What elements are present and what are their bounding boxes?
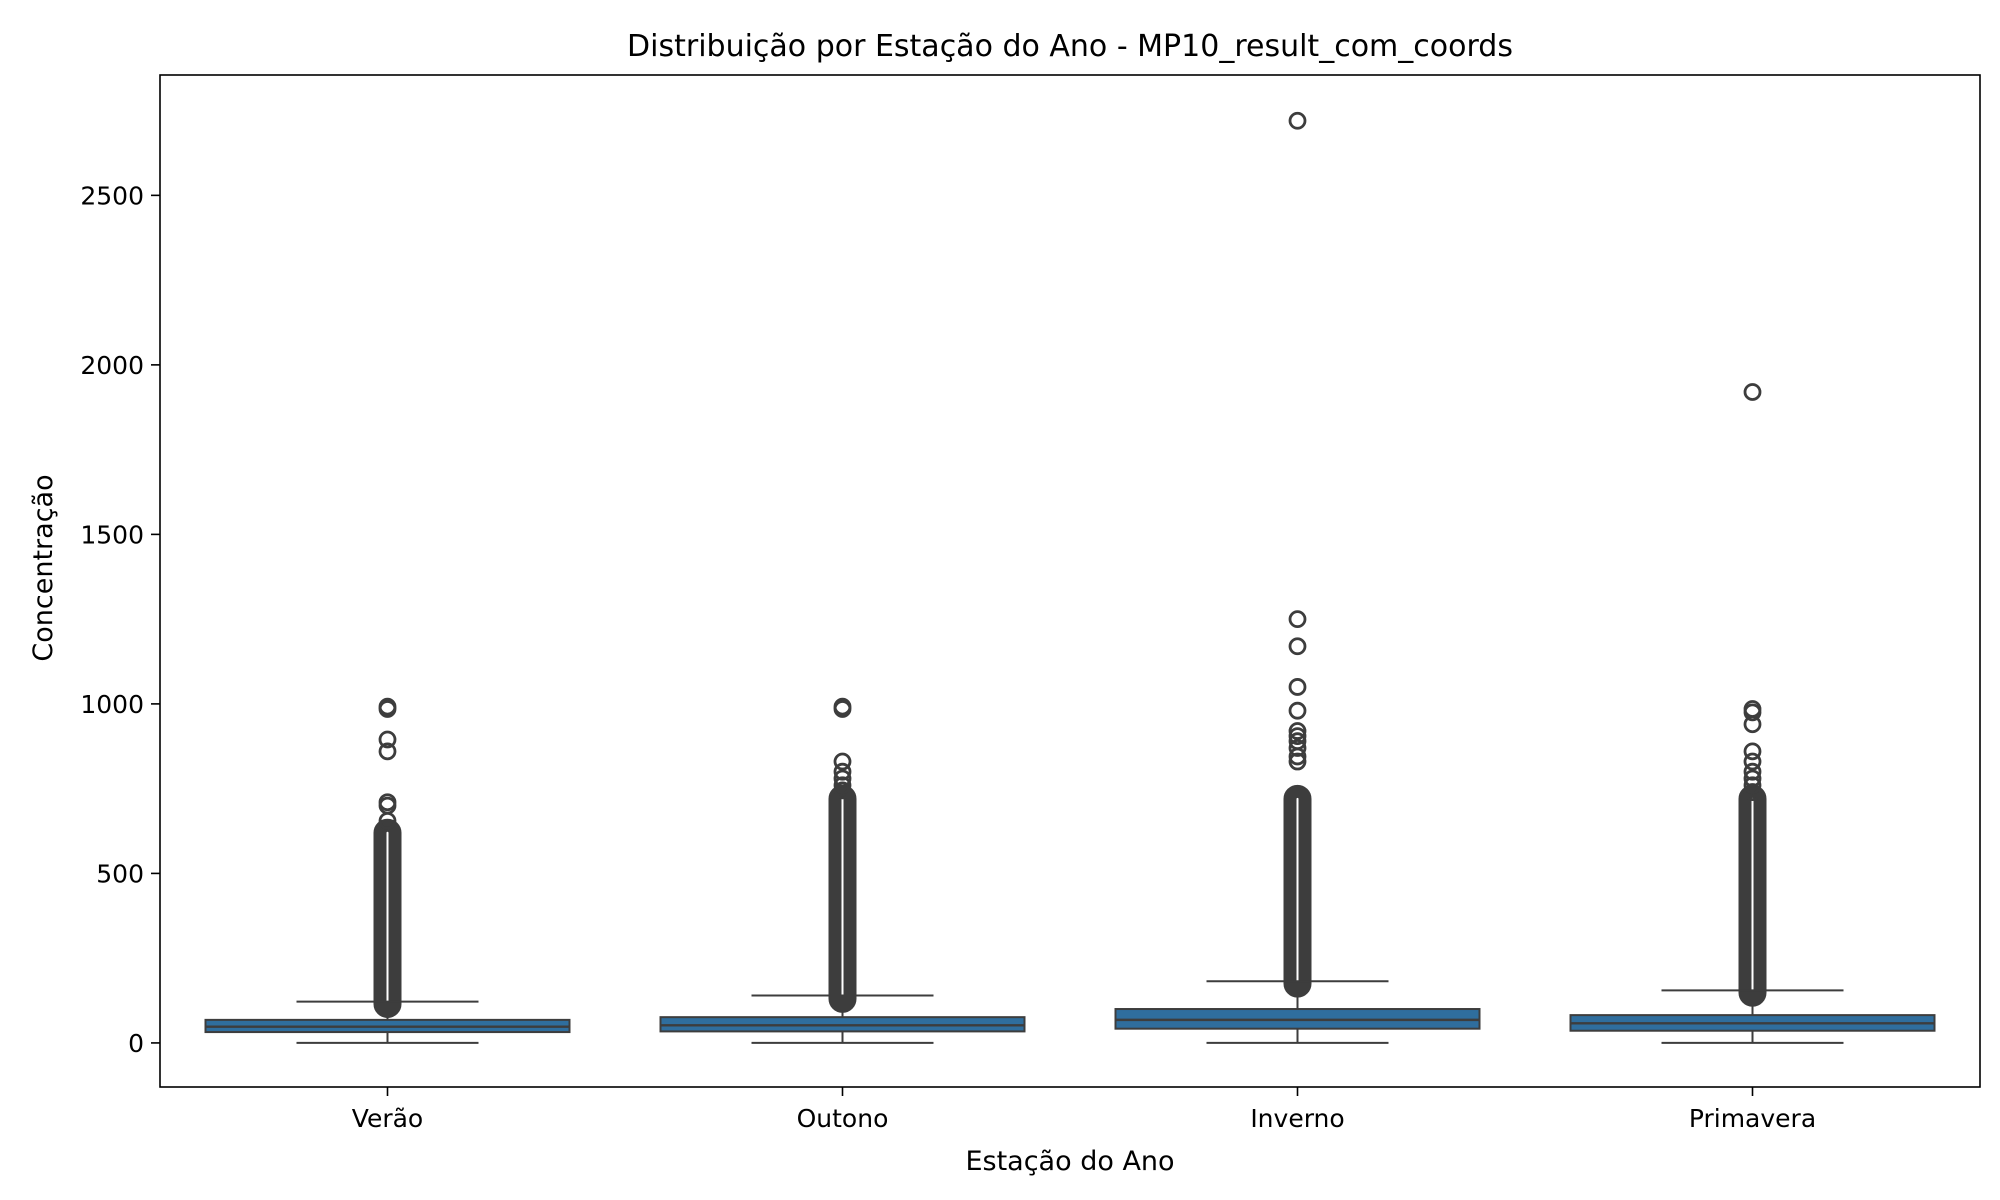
y-tick-label: 1000 xyxy=(80,690,144,719)
outlier-point xyxy=(1288,722,1307,740)
outlier-point xyxy=(833,697,852,716)
outlier-point xyxy=(833,776,852,795)
outlier-cluster xyxy=(373,818,402,1018)
outlier-point xyxy=(1288,111,1307,130)
outlier-cluster xyxy=(1738,784,1767,1007)
outlier-point xyxy=(833,752,852,771)
outlier-point xyxy=(833,781,852,800)
outlier-cluster xyxy=(828,784,857,1013)
outlier-cluster xyxy=(1283,784,1312,998)
x-tick-label: Inverno xyxy=(1250,1104,1344,1133)
y-tick-label: 0 xyxy=(128,1029,144,1058)
outlier-point xyxy=(1288,678,1307,696)
x-tick-label: Verão xyxy=(352,1104,423,1133)
plot-area xyxy=(204,111,1936,1044)
plot-frame xyxy=(159,74,1981,1088)
outlier-point xyxy=(1743,769,1762,788)
outlier-point xyxy=(1743,700,1762,718)
outlier-point xyxy=(1288,610,1307,629)
outlier-point xyxy=(1743,742,1762,761)
chart-title: Distribuição por Estação do Ano - MP10_r… xyxy=(627,29,1513,64)
outlier-point xyxy=(378,742,397,761)
outlier-point xyxy=(1743,383,1762,401)
outlier-point xyxy=(1288,739,1307,757)
outlier-point xyxy=(1288,752,1307,771)
box-group xyxy=(1114,111,1481,1044)
outlier-point xyxy=(1288,732,1307,751)
outlier-point xyxy=(833,762,852,781)
outlier-point xyxy=(378,793,397,812)
outlier-point xyxy=(1743,783,1762,801)
outlier-point xyxy=(1288,701,1307,720)
x-axis-label: Estação do Ano xyxy=(965,1146,1174,1177)
y-axis-label: Concentração xyxy=(28,474,59,661)
outlier-point xyxy=(378,697,397,716)
box-group xyxy=(204,697,571,1044)
x-tick-label: Primavera xyxy=(1689,1104,1816,1133)
y-tick-label: 500 xyxy=(96,859,144,888)
outlier-point xyxy=(833,769,852,788)
outlier-point xyxy=(378,730,397,749)
y-tick-label: 2500 xyxy=(80,181,144,210)
y-tick-label: 2000 xyxy=(80,351,144,380)
box-group xyxy=(659,697,1026,1044)
outlier-point xyxy=(1743,776,1762,795)
outlier-point xyxy=(1743,762,1762,781)
x-tick-label: Outono xyxy=(797,1104,889,1133)
outlier-point xyxy=(1743,752,1762,771)
outlier-point xyxy=(1288,637,1307,656)
y-tick-label: 1500 xyxy=(80,520,144,549)
outlier-point xyxy=(1288,727,1307,746)
box-group xyxy=(1569,383,1936,1044)
